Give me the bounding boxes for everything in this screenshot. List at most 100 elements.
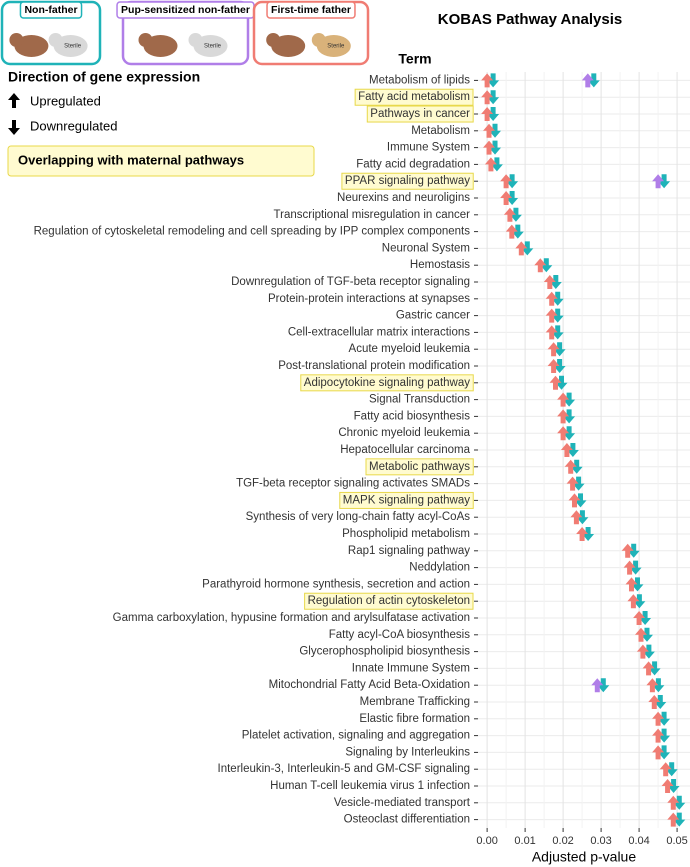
up-arrow <box>627 594 640 609</box>
up-arrow <box>557 392 570 407</box>
y-axis-title: Term <box>398 51 431 67</box>
legend-label: Upregulated <box>30 93 101 108</box>
y-tick-label: Adipocytokine signaling pathway <box>304 377 470 389</box>
y-tick-label: Hepatocellular carcinoma <box>340 444 470 456</box>
y-tick-label: Glycerophospholipid biosynthesis <box>299 646 470 658</box>
up-arrow <box>549 375 562 390</box>
y-tick-label: Pathways in cancer <box>370 108 470 120</box>
y-tick-label: Cell-extracellular matrix interactions <box>288 326 470 338</box>
y-tick-label: Signaling by Interleukins <box>345 746 470 758</box>
up-arrow <box>557 426 570 441</box>
y-tick-label: Chronic myeloid leukemia <box>338 427 470 439</box>
up-arrow <box>500 191 513 205</box>
up-arrow <box>634 627 647 642</box>
highlight-box <box>304 592 474 610</box>
y-tick-label: Rap1 signaling pathway <box>348 545 470 557</box>
mouse <box>9 33 24 47</box>
mouse <box>138 33 153 47</box>
y-tick-label: Immune System <box>387 142 470 154</box>
up-arrow <box>646 678 659 693</box>
x-tick-label: 0.02 <box>552 835 573 847</box>
x-tick-label: 0.05 <box>666 835 687 847</box>
up-arrow <box>667 795 680 810</box>
x-tick-label: 0.04 <box>628 835 649 847</box>
y-tick-label: Gamma carboxylation, hypusine formation … <box>113 612 470 624</box>
up-arrow <box>481 90 494 105</box>
y-tick-label: Hemostasis <box>410 259 470 271</box>
y-tick-label: Membrane Trafficking <box>360 696 470 708</box>
y-tick-label: PPAR signaling pathway <box>345 175 470 187</box>
up-arrow <box>503 207 516 222</box>
y-tick-label: TGF-beta receptor signaling activates SM… <box>236 478 470 490</box>
y-tick-label: Fatty acid degradation <box>356 158 470 170</box>
highlight-legend-label: Overlapping with maternal pathways <box>18 152 244 167</box>
up-arrow <box>534 258 547 273</box>
y-tick-label: Neurexins and neuroligins <box>337 192 470 204</box>
up-arrow <box>581 73 594 88</box>
group-tab <box>19 1 83 19</box>
legend-label: Downregulated <box>30 118 117 133</box>
y-tick-label: Metabolic pathways <box>369 461 470 473</box>
up-arrow <box>560 443 573 457</box>
group-label: Non-father <box>24 4 77 16</box>
up-arrow <box>570 510 583 525</box>
up-arrow <box>652 174 665 189</box>
up-arrow <box>483 123 496 138</box>
y-tick-label: Parathyroid hormone synthesis, secretion… <box>202 578 470 590</box>
y-tick-label: Signal Transduction <box>369 394 470 406</box>
y-tick-label: Downregulation of TGF-beta receptor sign… <box>231 276 470 288</box>
up-arrow <box>545 308 558 323</box>
y-tick-label: Phospholipid metabolism <box>342 528 470 540</box>
up-arrow <box>642 661 655 676</box>
highlight-legend-box <box>7 145 315 177</box>
y-tick-label: Platelet activation, signaling and aggre… <box>242 730 470 742</box>
highlight-box <box>300 374 474 392</box>
up-arrow <box>500 174 513 189</box>
up-arrow <box>481 73 494 88</box>
y-tick-label: Vesicle-mediated transport <box>334 797 471 809</box>
y-tick-label: Acute myeloid leukemia <box>349 343 471 355</box>
up-arrow <box>652 728 665 743</box>
y-tick-label: Synthesis of very long-chain fatty acyl-… <box>246 511 471 523</box>
y-tick-label: Mitochondrial Fatty Acid Beta-Oxidation <box>269 679 470 691</box>
up-arrow <box>621 543 634 558</box>
mouse <box>311 33 326 47</box>
mouse <box>48 33 63 47</box>
mouse <box>266 33 281 47</box>
up-arrow <box>515 241 528 256</box>
y-tick-label: Post-translational protein modification <box>278 360 470 372</box>
mouse-label: Sterile <box>204 44 222 50</box>
up-arrow <box>484 157 497 172</box>
highlight-box <box>365 458 474 476</box>
group-label: First-time father <box>271 4 351 16</box>
up-arrow <box>652 745 665 760</box>
up-arrow <box>591 678 604 693</box>
y-tick-label: Neuronal System <box>382 242 470 254</box>
y-tick-label: Interleukin-3, Interleukin-5 and GM-CSF … <box>218 763 470 775</box>
down-arrow <box>509 207 522 222</box>
y-tick-label: Regulation of actin cytoskeleton <box>308 595 470 607</box>
up-arrow <box>483 140 496 155</box>
y-tick-label: Human T-cell leukemia virus 1 infection <box>270 780 470 792</box>
up-arrow <box>568 493 581 508</box>
y-tick-label: Metabolism <box>411 125 470 137</box>
y-tick-label: Neddylation <box>409 562 470 574</box>
x-tick-label: 0.03 <box>590 835 611 847</box>
up-arrow <box>661 779 674 793</box>
y-tick-label: Metabolism of lipids <box>369 74 470 86</box>
up-arrow <box>576 527 589 541</box>
mouse-label: Sterile <box>64 44 82 50</box>
group-label: Pup-sensitized non-father <box>121 4 250 16</box>
up-arrow <box>547 342 560 357</box>
mouse <box>188 33 203 47</box>
up-arrow <box>557 409 570 424</box>
y-tick-label: Osteoclast differentiation <box>344 814 470 826</box>
up-arrow <box>648 695 661 709</box>
down-icon <box>8 120 20 135</box>
mouse-label: Sterile <box>327 44 345 50</box>
up-arrow <box>566 476 579 491</box>
y-tick-label: Elastic fibre formation <box>359 713 470 725</box>
highlight-box <box>341 172 474 190</box>
y-tick-label: Gastric cancer <box>396 310 470 322</box>
